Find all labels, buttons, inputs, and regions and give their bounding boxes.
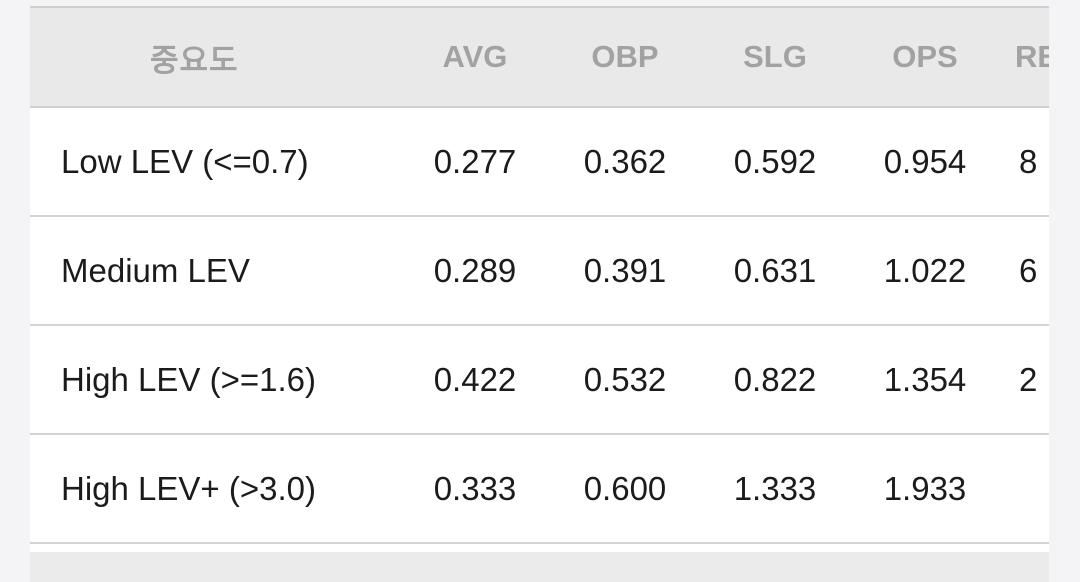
header-obp[interactable]: OBP	[550, 6, 700, 108]
cell-avg: 0.422	[400, 325, 550, 435]
table-row: Medium LEV 0.289 0.391 0.631 1.022 6	[30, 216, 1049, 326]
row-label: Medium LEV	[30, 216, 400, 326]
table-row: High LEV (>=1.6) 0.422 0.532 0.822 1.354…	[30, 325, 1049, 435]
cell-slg: 0.822	[700, 325, 850, 435]
leverage-stats-table: 중요도 AVG OBP SLG OPS RBI Low LEV (<=0.7) …	[30, 6, 1049, 544]
cell-overflow: 2	[1000, 325, 1049, 435]
cell-ops: 1.022	[850, 216, 1000, 326]
cell-avg: 0.289	[400, 216, 550, 326]
cell-obp: 0.532	[550, 325, 700, 435]
cell-overflow: 6	[1000, 216, 1049, 326]
table-row: High LEV+ (>3.0) 0.333 0.600 1.333 1.933	[30, 434, 1049, 544]
cell-obp: 0.391	[550, 216, 700, 326]
header-ops[interactable]: OPS	[850, 6, 1000, 108]
row-label: High LEV (>=1.6)	[30, 325, 400, 435]
cell-ops: 1.354	[850, 325, 1000, 435]
cell-obp: 0.600	[550, 434, 700, 544]
header-overflow[interactable]: RBI	[1000, 6, 1049, 108]
cell-overflow	[1000, 434, 1049, 544]
header-slg[interactable]: SLG	[700, 6, 850, 108]
header-importance[interactable]: 중요도	[30, 6, 400, 108]
row-label: Low LEV (<=0.7)	[30, 107, 400, 217]
table-footer	[30, 552, 1049, 582]
cell-ops: 1.933	[850, 434, 1000, 544]
cell-slg: 0.592	[700, 107, 850, 217]
cell-ops: 0.954	[850, 107, 1000, 217]
row-label: High LEV+ (>3.0)	[30, 434, 400, 544]
cell-overflow: 8	[1000, 107, 1049, 217]
cell-obp: 0.362	[550, 107, 700, 217]
cell-slg: 1.333	[700, 434, 850, 544]
cell-avg: 0.277	[400, 107, 550, 217]
table-body: Low LEV (<=0.7) 0.277 0.362 0.592 0.954 …	[30, 107, 1049, 544]
cell-avg: 0.333	[400, 434, 550, 544]
header-avg[interactable]: AVG	[400, 6, 550, 108]
header-row: 중요도 AVG OBP SLG OPS RBI	[30, 6, 1049, 108]
cell-slg: 0.631	[700, 216, 850, 326]
table-row: Low LEV (<=0.7) 0.277 0.362 0.592 0.954 …	[30, 107, 1049, 217]
stats-table-viewport[interactable]: 중요도 AVG OBP SLG OPS RBI Low LEV (<=0.7) …	[30, 6, 1049, 582]
table-header: 중요도 AVG OBP SLG OPS RBI	[30, 6, 1049, 108]
